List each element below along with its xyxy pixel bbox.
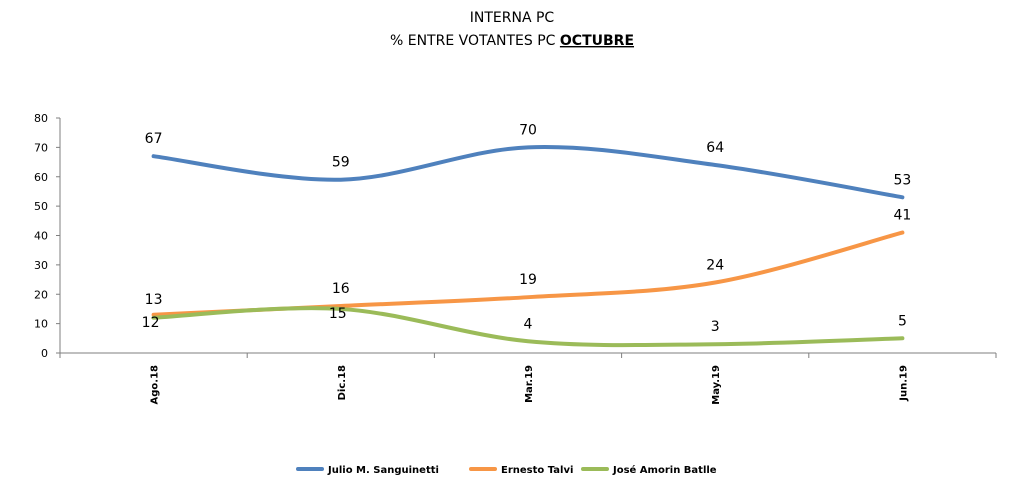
x-tick-label: Dic.18 — [337, 365, 348, 400]
data-label-talvi: 24 — [706, 258, 724, 274]
y-tick-label: 30 — [34, 259, 48, 272]
data-label-amorin: 15 — [329, 306, 347, 322]
data-label-talvi: 16 — [332, 281, 350, 297]
y-tick-label: 10 — [34, 318, 48, 331]
data-label-talvi: 13 — [145, 292, 163, 308]
series-layer — [151, 145, 905, 348]
data-label-sanguinetti: 64 — [706, 140, 724, 156]
legend-label-talvi: Ernesto Talvi — [501, 465, 573, 476]
y-tick-label: 0 — [41, 347, 48, 360]
data-label-sanguinetti: 53 — [893, 172, 911, 188]
data-label-amorin: 4 — [524, 316, 533, 332]
y-tick-label: 50 — [34, 200, 48, 213]
legend-label-sanguinetti: Julio M. Sanguinetti — [327, 465, 439, 476]
data-label-talvi: 19 — [519, 272, 537, 288]
data-label-talvi: 41 — [893, 208, 911, 224]
x-tick-label: Jun.19 — [898, 365, 909, 402]
chart-title-prefix: % ENTRE VOTANTES PC — [390, 33, 560, 49]
y-tick-label: 40 — [34, 230, 48, 243]
y-tick-label: 60 — [34, 171, 48, 184]
y-tick-label: 20 — [34, 288, 48, 301]
axes: 0 10 20 30 40 50 60 70 80 Ago.18 Dic.18 Mar.19 May.1… — [34, 112, 997, 405]
data-label-sanguinetti: 67 — [145, 131, 163, 147]
data-labels: 67 59 70 64 53 13 16 19 24 41 12 15 4 3 5 — [142, 122, 912, 335]
x-tick-label: Ago.18 — [150, 365, 161, 405]
x-tick-label: Mar.19 — [524, 365, 535, 403]
y-tick-label: 80 — [34, 112, 48, 125]
chart-title-line2: % ENTRE VOTANTES PC OCTUBRE — [390, 33, 634, 49]
data-label-sanguinetti: 59 — [332, 155, 350, 171]
chart-title-line1: INTERNA PC — [470, 10, 555, 26]
x-tick-label: May.19 — [711, 365, 722, 405]
data-label-amorin: 5 — [898, 313, 907, 329]
legend: Julio M. Sanguinetti Ernesto Talvi José Am… — [296, 464, 717, 476]
series-line-sanguinetti — [151, 145, 905, 200]
legend-label-amorin: José Amorin Batlle — [612, 464, 717, 476]
data-label-amorin: 3 — [711, 319, 720, 335]
data-label-amorin: 12 — [142, 315, 160, 331]
chart-title-emphasis: OCTUBRE — [560, 33, 634, 49]
series-line-amorin — [151, 306, 905, 348]
y-tick-label: 70 — [34, 141, 48, 154]
data-label-sanguinetti: 70 — [519, 122, 537, 138]
